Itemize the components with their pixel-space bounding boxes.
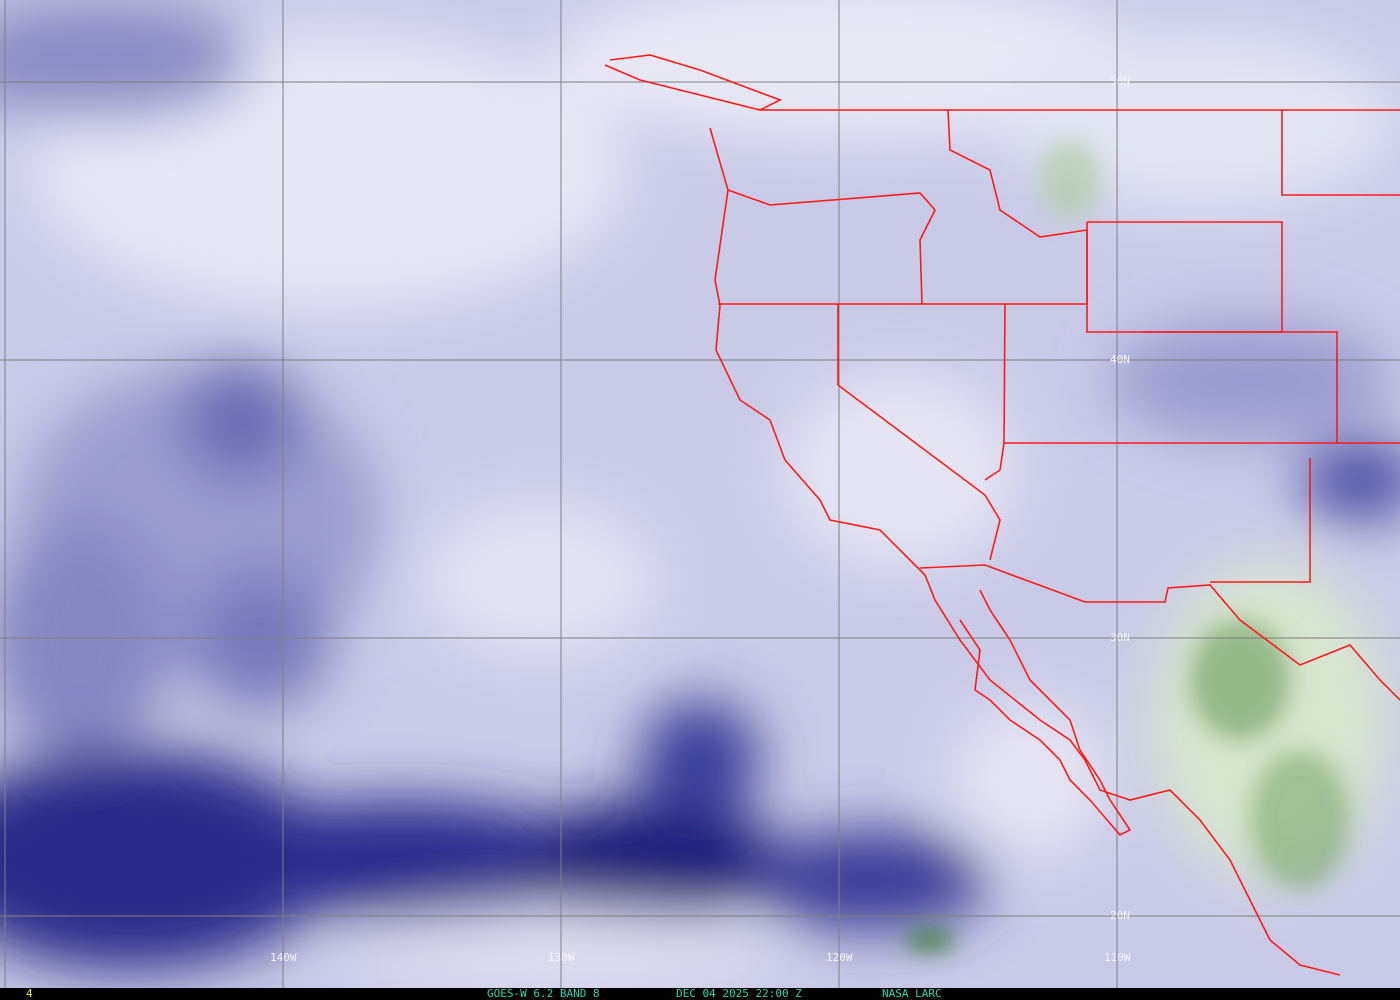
nm-east-border (1210, 458, 1311, 583)
lat-label-30n: 30N (1110, 631, 1130, 644)
frame-number: 4 (26, 987, 33, 1000)
data-source: NASA LARC (882, 987, 942, 1000)
lon-label-120w: 120W (826, 951, 853, 964)
image-datetime: DEC 04 2025 22:00 Z (676, 987, 802, 1000)
lat-label-20n: 20N (1110, 909, 1130, 922)
co-border (1143, 331, 1338, 443)
or-wa-border (727, 189, 936, 305)
satellite-band: GOES-W 6.2 BAND 8 (487, 987, 600, 1000)
nv-east-border (984, 303, 1006, 481)
us-mexico-border (919, 564, 1400, 701)
west-coastline (709, 127, 1341, 976)
lat-label-50n: 50N (1110, 75, 1130, 88)
montana-border (1281, 110, 1400, 196)
footer-bar: 4 GOES-W 6.2 BAND 8 DEC 04 2025 22:00 Z … (0, 988, 1400, 1000)
political-boundaries (604, 54, 1400, 976)
baja-peninsula (959, 589, 1132, 836)
vancouver-island (604, 54, 782, 111)
lon-label-130w: 130W (548, 951, 575, 964)
vegetation-patches (905, 140, 1350, 950)
lon-label-140w: 140W (270, 951, 297, 964)
lat-label-40n: 40N (1110, 353, 1130, 366)
lon-label-110w: 110W (1104, 951, 1131, 964)
ca-nv-border (837, 304, 1001, 561)
